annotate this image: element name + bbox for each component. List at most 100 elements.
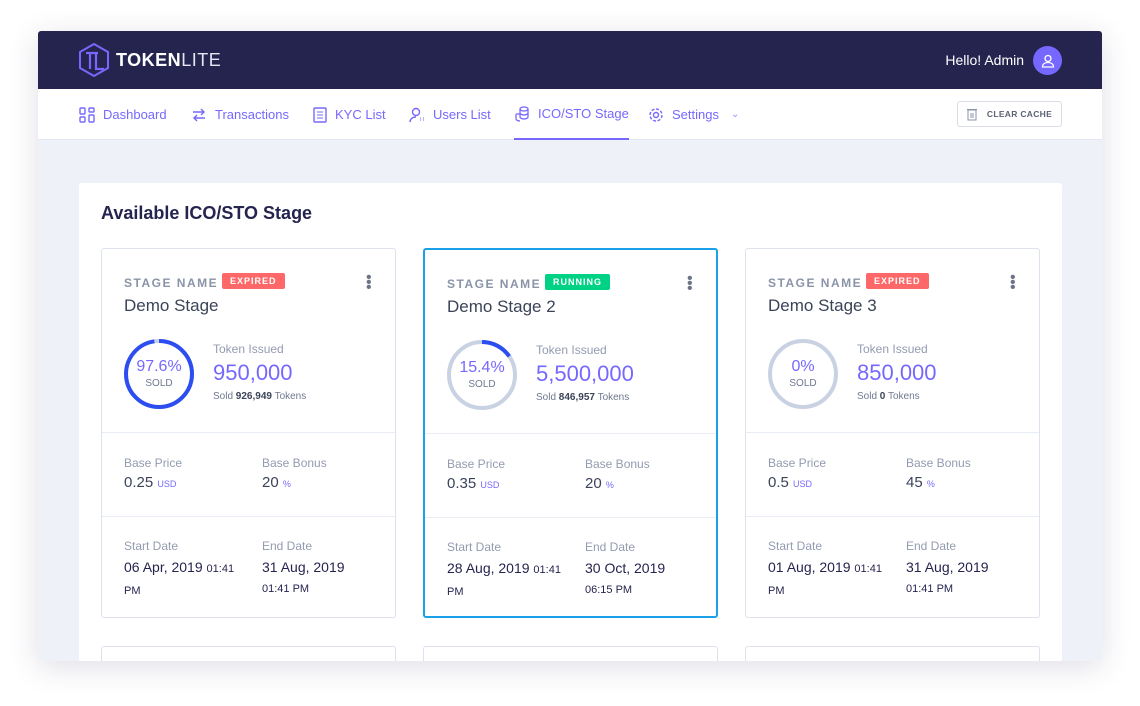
nav-label: Dashboard [103, 107, 167, 122]
sold-label: SOLD [789, 378, 817, 389]
base-bonus: 45 % [906, 474, 935, 491]
top-bar: TOKENLITE Hello! Admin [38, 31, 1102, 89]
logo-icon [79, 43, 109, 77]
arrows-icon [193, 108, 205, 121]
nav-ico-sto-stage[interactable]: ICO/STO Stage [514, 89, 629, 140]
start-date: 28 Aug, 2019 01:41 PM [447, 560, 561, 598]
start-date: 01 Aug, 2019 01:41 PM [768, 559, 882, 597]
main-nav: Dashboard Transactions KYC List Users Li… [38, 89, 1102, 140]
sold-progress-ring [447, 340, 517, 410]
logo[interactable]: TOKENLITE [78, 43, 221, 77]
app-window: TOKENLITE Hello! Admin Dashboard Transac… [38, 31, 1102, 661]
chevron-down-icon: ⌄ [730, 109, 740, 120]
brand-name: TOKENLITE [116, 49, 222, 70]
coins-icon [515, 105, 529, 122]
sold-progress-ring [768, 339, 838, 409]
users-icon [409, 107, 424, 122]
stages-panel: Available ICO/STO Stage STAGE NAME EXPIR… [79, 183, 1062, 661]
more-options-icon[interactable]: • • • [366, 269, 372, 296]
trash-icon [966, 108, 977, 120]
ring-track [768, 339, 838, 409]
grid-icon [79, 106, 95, 123]
stage-name-label: STAGE NAME [447, 277, 542, 291]
end-date-label: End Date [585, 540, 636, 554]
nav-label: Transactions [215, 107, 289, 122]
page-title: Available ICO/STO Stage [101, 203, 313, 223]
status-badge: EXPIRED [222, 273, 285, 289]
ring-fill [447, 340, 517, 410]
token-issued-label: Token Issued [857, 342, 928, 356]
nav-kyc-list[interactable]: KYC List [313, 89, 386, 140]
nav-label: Users List [433, 107, 491, 122]
gear-icon [649, 107, 663, 122]
stage-name: Demo Stage [124, 296, 219, 315]
user-avatar[interactable] [1033, 46, 1062, 75]
divider [746, 432, 1039, 433]
base-bonus: 20 % [262, 474, 291, 491]
base-bonus-label: Base Bonus [585, 457, 650, 471]
token-issued-value: 950,000 [213, 360, 293, 385]
token-issued-value: 850,000 [857, 360, 937, 385]
nav-label: KYC List [335, 107, 386, 122]
clear-cache-label: CLEAR CACHE [986, 109, 1053, 119]
base-price: 0.35 USD [447, 475, 500, 492]
stage-card[interactable]: STAGE NAME RUNNING • • • Demo Stage 2 15.4… [423, 248, 718, 618]
end-date-label: End Date [906, 539, 957, 553]
percent-sold: 0% [791, 358, 815, 375]
sold-label: SOLD [145, 378, 173, 389]
base-bonus-label: Base Bonus [906, 456, 971, 470]
sold-progress-ring [124, 339, 194, 409]
status-badge: EXPIRED [866, 273, 929, 289]
start-date-label: Start Date [768, 539, 823, 553]
sold-label: SOLD [468, 379, 496, 390]
token-issued-value: 5,500,000 [536, 361, 634, 386]
stage-card [745, 646, 1040, 661]
stage-name-label: STAGE NAME [768, 276, 863, 290]
stage-name: Demo Stage 3 [768, 296, 877, 315]
base-bonus-label: Base Bonus [262, 456, 327, 470]
base-bonus: 20 % [585, 475, 614, 492]
divider [425, 433, 716, 434]
stage-card [423, 646, 718, 661]
status-badge: RUNNING [545, 274, 610, 290]
end-date: 31 Aug, 2019 01:41 PM [262, 559, 345, 595]
divider [746, 516, 1039, 517]
clear-cache-button[interactable]: CLEAR CACHE [957, 101, 1062, 127]
start-date-label: Start Date [124, 539, 179, 553]
divider [102, 516, 395, 517]
start-date: 06 Apr, 2019 01:41 PM [124, 559, 235, 597]
base-price-label: Base Price [447, 457, 506, 471]
divider [102, 432, 395, 433]
nav-label: Settings [672, 107, 719, 122]
stage-card [101, 646, 396, 661]
nav-settings[interactable]: Settings ⌄ [648, 89, 739, 140]
stage-name: Demo Stage 2 [447, 297, 556, 316]
divider [425, 517, 716, 518]
end-date-label: End Date [262, 539, 313, 553]
user-icon [1041, 54, 1054, 68]
nav-transactions[interactable]: Transactions [191, 89, 289, 140]
base-price: 0.5 USD [768, 474, 813, 491]
greeting: Hello! Admin [945, 52, 1024, 68]
base-price: 0.25 USD [124, 474, 177, 491]
stage-card[interactable]: STAGE NAME EXPIRED • • • Demo Stage 3 0% SO… [745, 248, 1040, 618]
base-price-label: Base Price [768, 456, 827, 470]
stage-card[interactable]: STAGE NAME EXPIRED • • • Demo Stage 97.6% S… [101, 248, 396, 618]
base-price-label: Base Price [124, 456, 183, 470]
nav-dashboard[interactable]: Dashboard [79, 89, 167, 140]
percent-sold: 15.4% [459, 359, 505, 376]
nav-label: ICO/STO Stage [538, 106, 629, 121]
sold-tokens: Sold 846,957 Tokens [536, 392, 630, 403]
end-date: 31 Aug, 2019 01:41 PM [906, 559, 989, 595]
more-options-icon[interactable]: • • • [1010, 269, 1016, 296]
sold-tokens: Sold 0 Tokens [857, 391, 920, 402]
end-date: 30 Oct, 2019 06:15 PM [585, 560, 666, 596]
sold-tokens: Sold 926,949 Tokens [213, 391, 307, 402]
percent-sold: 97.6% [136, 358, 182, 375]
stage-name-label: STAGE NAME [124, 276, 219, 290]
ring-fill [124, 339, 194, 409]
more-options-icon[interactable]: • • • [687, 270, 693, 297]
token-issued-label: Token Issued [213, 342, 284, 356]
nav-users-list[interactable]: Users List [409, 89, 491, 140]
token-issued-label: Token Issued [536, 343, 607, 357]
